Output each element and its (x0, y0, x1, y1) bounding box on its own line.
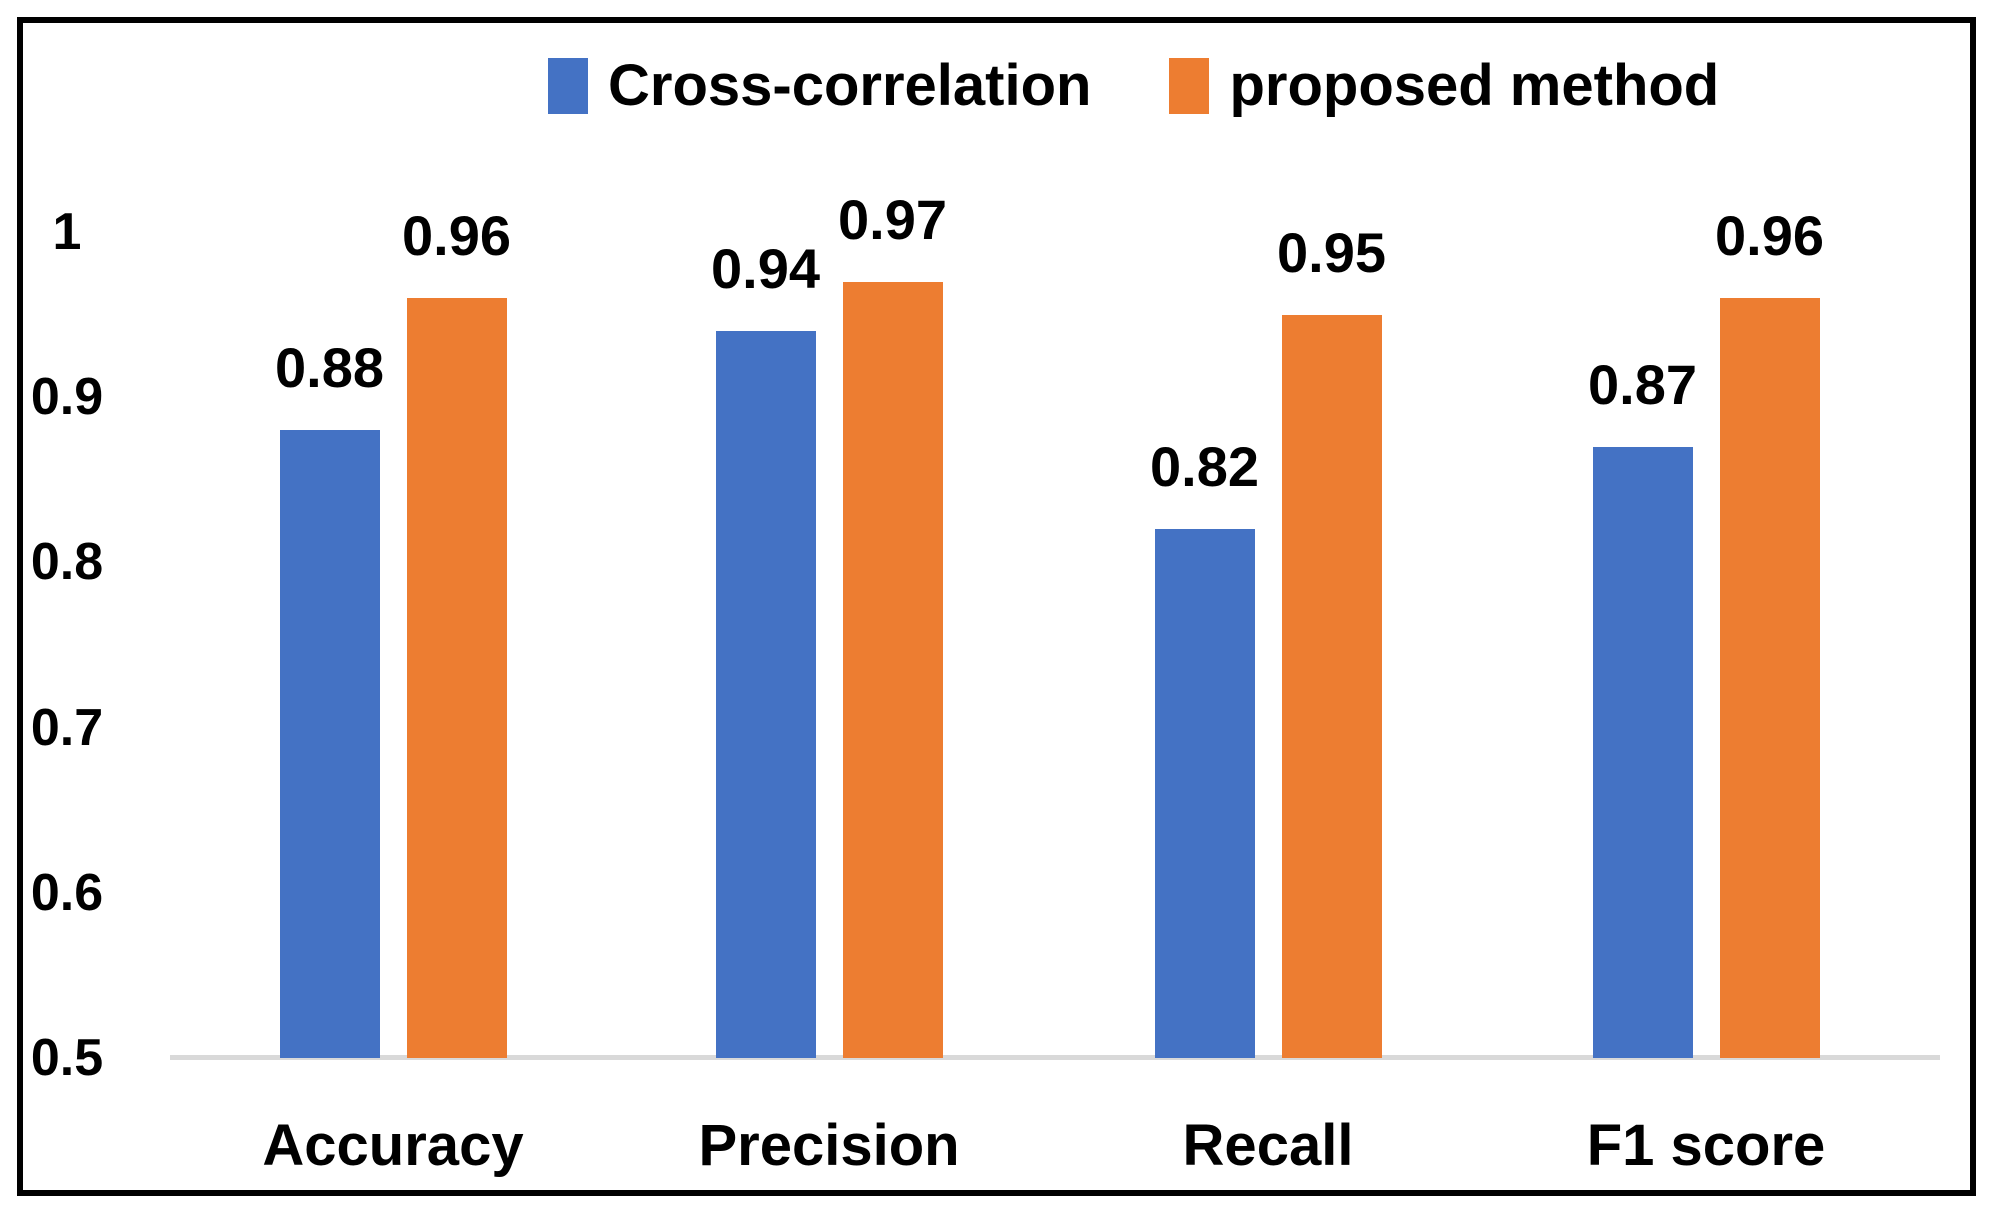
bar-proposed-method-precision (842, 281, 943, 1058)
category-label-recall: Recall (1182, 1113, 1354, 1178)
bar-cross-correlation-f1-score (1592, 446, 1693, 1058)
bar-value-label: 0.82 (1150, 435, 1259, 499)
bar-proposed-method-accuracy (406, 298, 507, 1058)
bar-value-label: 0.97 (838, 187, 947, 251)
y-axis-tick-label: 0.5 (30, 1029, 104, 1087)
y-axis-tick-label: 0.7 (30, 698, 104, 757)
bar-cross-correlation-recall (1154, 529, 1255, 1058)
legend-label: Cross-correlation (608, 53, 1092, 118)
y-axis-tick-label: 0.6 (30, 863, 104, 922)
legend-label: proposed method (1229, 53, 1720, 118)
category-label-accuracy: Accuracy (262, 1113, 524, 1178)
bar-value-label: 0.88 (275, 336, 384, 400)
y-axis-tick-label: 1 (52, 203, 82, 261)
bar-value-label: 0.95 (1277, 220, 1386, 284)
x-axis-baseline (170, 1055, 1940, 1060)
bar-cross-correlation-accuracy (279, 430, 380, 1058)
bar-value-label: 0.87 (1588, 352, 1697, 416)
bar-value-label: 0.96 (1715, 204, 1824, 268)
bar-value-label: 0.96 (402, 204, 511, 268)
bar-value-label: 0.94 (711, 237, 820, 301)
bar-proposed-method-recall (1281, 314, 1382, 1058)
chart-legend: Cross-correlation proposed method (548, 52, 1719, 119)
bar-cross-correlation-precision (715, 331, 816, 1058)
category-label-f1-score: F1 score (1586, 1113, 1826, 1178)
y-axis-tick-label: 0.8 (30, 533, 104, 592)
bar-proposed-method-f1-score (1719, 298, 1820, 1058)
category-label-precision: Precision (698, 1113, 960, 1178)
legend-swatch-icon (548, 57, 588, 114)
legend-item-cross-correlation: Cross-correlation (548, 52, 1091, 119)
y-axis-tick-label: 0.9 (30, 368, 104, 427)
legend-swatch-icon (1169, 57, 1210, 114)
legend-item-proposed-method: proposed method (1169, 52, 1719, 119)
